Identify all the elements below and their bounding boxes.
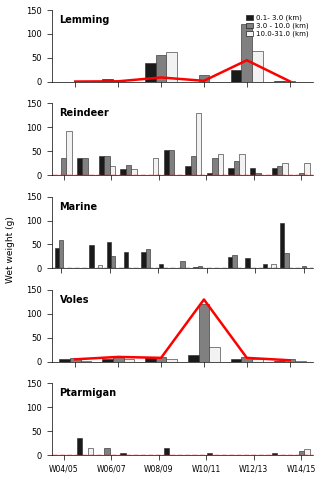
Bar — [180, 261, 185, 268]
Bar — [198, 266, 202, 268]
Bar — [283, 163, 288, 175]
Bar — [302, 266, 306, 268]
Bar — [228, 258, 232, 268]
Bar — [280, 223, 284, 268]
Text: Voles: Voles — [59, 295, 89, 305]
Bar — [299, 172, 304, 175]
Bar — [304, 450, 309, 455]
Bar — [218, 154, 223, 175]
Bar — [272, 168, 277, 175]
Legend: 0.1- 3.0 (km), 3.0 - 10.0 (km), 10.0-31.0 (km): 0.1- 3.0 (km), 3.0 - 10.0 (km), 10.0-31.… — [245, 14, 310, 38]
Bar — [207, 452, 212, 455]
Bar — [188, 354, 199, 362]
Bar — [141, 252, 146, 268]
Bar — [145, 357, 156, 362]
Bar — [196, 113, 202, 175]
Bar — [159, 264, 163, 268]
Bar — [284, 253, 289, 268]
Bar — [166, 52, 177, 82]
Bar — [299, 451, 304, 455]
Bar — [70, 358, 81, 362]
Bar — [163, 150, 169, 175]
Bar — [252, 50, 263, 82]
Bar — [111, 256, 115, 268]
Text: Marine: Marine — [59, 202, 98, 211]
Bar — [304, 163, 309, 175]
Bar — [120, 170, 126, 175]
Bar — [131, 169, 137, 175]
Bar — [295, 360, 306, 362]
Bar — [274, 81, 284, 82]
Bar — [102, 360, 113, 362]
Bar — [104, 156, 109, 175]
Bar — [59, 240, 63, 268]
Bar — [207, 172, 212, 175]
Bar — [191, 156, 196, 175]
Bar — [199, 304, 209, 362]
Bar — [166, 360, 177, 362]
Bar — [242, 24, 252, 82]
Bar — [55, 248, 59, 268]
Bar — [277, 166, 283, 175]
Bar — [123, 360, 134, 362]
Bar — [156, 54, 166, 82]
Bar — [66, 131, 72, 175]
Bar — [99, 156, 104, 175]
Bar — [231, 70, 242, 82]
Bar — [107, 242, 111, 268]
Bar — [113, 357, 123, 362]
Bar — [98, 265, 102, 268]
Bar — [169, 150, 174, 175]
Bar — [274, 360, 284, 362]
Bar — [77, 438, 82, 455]
Bar — [124, 252, 128, 268]
Bar — [199, 74, 209, 82]
Bar — [231, 360, 242, 362]
Bar — [109, 166, 115, 175]
Bar — [81, 360, 91, 362]
Text: Lemming: Lemming — [59, 15, 110, 25]
Bar — [89, 246, 94, 268]
Bar — [145, 62, 156, 82]
Bar — [250, 168, 255, 175]
Bar — [193, 267, 198, 268]
Bar — [82, 158, 88, 175]
Text: Ptarmigan: Ptarmigan — [59, 388, 117, 398]
Bar — [245, 258, 250, 268]
Bar — [232, 255, 237, 268]
Bar — [77, 158, 82, 175]
Bar — [163, 448, 169, 455]
Bar — [284, 81, 295, 82]
Bar — [61, 158, 66, 175]
Bar — [88, 448, 93, 455]
Bar — [185, 166, 191, 175]
Bar — [263, 264, 267, 268]
Bar — [234, 160, 239, 175]
Text: Wet weight (g): Wet weight (g) — [6, 216, 16, 284]
Bar — [271, 264, 276, 268]
Bar — [239, 154, 245, 175]
Bar — [272, 452, 277, 455]
Bar — [284, 360, 295, 362]
Bar — [59, 360, 70, 362]
Bar — [252, 360, 263, 362]
Bar — [102, 80, 113, 82]
Bar — [126, 164, 131, 175]
Bar — [242, 357, 252, 362]
Bar — [120, 452, 126, 455]
Bar — [153, 158, 158, 175]
Text: Reindeer: Reindeer — [59, 108, 109, 118]
Bar — [146, 249, 150, 268]
Bar — [156, 357, 166, 362]
Bar — [212, 158, 218, 175]
Bar — [228, 168, 234, 175]
Bar — [104, 448, 109, 455]
Bar — [209, 348, 220, 362]
Bar — [255, 172, 261, 175]
